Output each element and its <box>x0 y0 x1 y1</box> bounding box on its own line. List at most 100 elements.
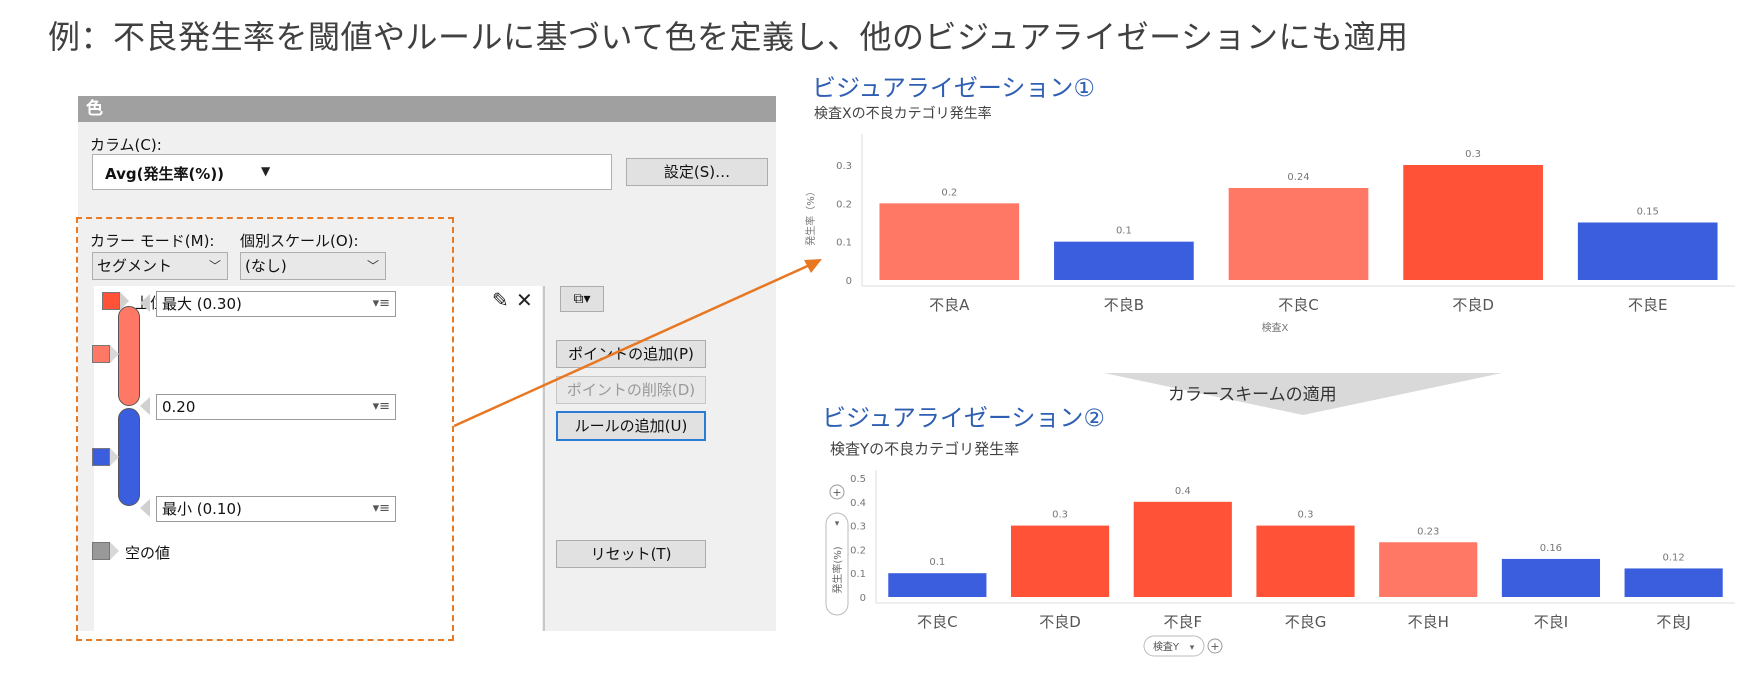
x-axis-label: 検査Y <box>1153 640 1180 653</box>
max-value-field[interactable]: 最大 (0.30) ▾≡ <box>156 291 396 317</box>
x-tick-label: 不良I <box>1534 613 1568 631</box>
empty-value-label: 空の値 <box>125 544 171 562</box>
x-tick-label: 不良A <box>929 296 970 314</box>
plus-icon[interactable] <box>1207 638 1223 654</box>
x-tick-label: 不良C <box>917 613 957 631</box>
list-menu-icon[interactable]: ▾≡ <box>372 399 390 414</box>
mid-value-field[interactable]: 0.20 ▾≡ <box>156 394 396 420</box>
add-rule-button[interactable]: ルールの追加(U) <box>556 411 706 441</box>
bar[interactable] <box>1501 558 1601 597</box>
close-icon[interactable]: ✕ <box>516 288 533 312</box>
y-axis-selector[interactable] <box>825 512 849 616</box>
page-headline: 例：不良発生率を閾値やルールに基づいて色を定義し、他のビジュアライゼーションにも… <box>48 18 1409 56</box>
bar[interactable] <box>1133 501 1232 597</box>
y-tick-label: 0.3 <box>850 522 866 533</box>
swatch-arrow <box>110 345 119 363</box>
scale-value: (なし) <box>245 257 287 275</box>
x-tick-label: 不良E <box>1628 296 1667 314</box>
max-pointer[interactable] <box>140 294 150 312</box>
x-tick-label: 不良G <box>1285 613 1327 631</box>
bar[interactable] <box>1256 525 1355 597</box>
chart1-title: ビジュアライゼーション① <box>812 74 1095 102</box>
y-axis-label: 発生率(%) <box>831 546 844 593</box>
bar[interactable] <box>888 573 987 597</box>
x-tick-label: 不良B <box>1104 296 1144 314</box>
y-tick-label: 0.4 <box>850 498 866 509</box>
chevron-down-icon: ﹀ <box>366 259 379 273</box>
scheme-label: カラースキームの適用 <box>1168 385 1337 405</box>
highlight-frame <box>76 217 454 641</box>
bar[interactable] <box>1379 542 1478 597</box>
mid-pointer[interactable] <box>140 397 150 415</box>
bar[interactable] <box>1577 222 1718 281</box>
chart2: 0 0.1 0.2 0.3 0.4 0.5 0.1 不良C 0.3 不良D 0.4 不良F 0.3 不良G… <box>825 470 1735 657</box>
bar[interactable] <box>1010 525 1110 597</box>
add-point-button[interactable]: ポイントの追加(P) <box>556 340 706 368</box>
min-value-field[interactable]: 最小 (0.10) ▾≡ <box>156 496 396 522</box>
data-label: 0.24 <box>1287 172 1309 183</box>
data-label: 0.4 <box>1175 486 1191 497</box>
scale-label: 個別スケール(O): <box>240 232 359 250</box>
color-mode-label: カラー モード(M): <box>90 232 215 250</box>
divider <box>543 286 545 631</box>
max-label: 最大 (0.30) <box>162 295 242 313</box>
y-tick-label: 0.2 <box>850 545 866 556</box>
bar[interactable] <box>1228 188 1369 280</box>
empty-color-swatch[interactable] <box>92 542 110 560</box>
low-color-swatch[interactable] <box>92 448 110 466</box>
chevron-down-icon[interactable]: ▾ <box>835 519 840 529</box>
chevron-down-icon[interactable]: ▾ <box>1190 643 1195 653</box>
mid-color-swatch[interactable] <box>92 345 110 363</box>
scheme-banner <box>1104 373 1502 415</box>
bar[interactable] <box>1624 568 1723 597</box>
panel-title: 色 <box>78 96 776 122</box>
x-axis-selector[interactable] <box>1143 635 1205 657</box>
bar[interactable] <box>879 203 1020 280</box>
swatch-arrow <box>110 448 119 466</box>
delete-point-button[interactable]: ポイントの削除(D) <box>556 376 706 404</box>
x-axis-label: 検査X <box>1262 321 1289 334</box>
chevron-down-icon[interactable]: ▼ <box>261 164 271 178</box>
data-label: 0.2 <box>941 187 957 198</box>
copy-icon[interactable]: ⧉▾ <box>560 286 604 312</box>
high-color-swatch[interactable] <box>102 292 120 310</box>
list-menu-icon[interactable]: ▾≡ <box>372 296 390 311</box>
data-label: 0.15 <box>1637 207 1659 218</box>
pencil-icon[interactable]: ✎ <box>492 288 509 312</box>
chart1: 0 0.1 0.2 0.3 0.2 不良A 0.1 不良B 0.24 不良C 0.3 不良D 0.15 不… <box>804 134 1735 334</box>
chart1-subtitle: 検査Xの不良カテゴリ発生率 <box>814 106 992 122</box>
settings-button[interactable]: 設定(S)… <box>626 158 768 186</box>
chart2-subtitle: 検査Yの不良カテゴリ発生率 <box>830 440 1020 458</box>
chevron-down-icon: ﹀ <box>208 259 221 273</box>
y-axis-label: 発生率（%） <box>804 186 817 246</box>
min-label: 最小 (0.10) <box>162 500 242 518</box>
bar[interactable] <box>1054 241 1194 280</box>
y-tick-label: 0.3 <box>836 161 852 172</box>
plus-icon-glyph: + <box>1210 640 1219 653</box>
swatch-arrow <box>110 542 119 560</box>
y-tick-label: 0.1 <box>850 569 866 580</box>
color-mode-select[interactable]: セグメント ﹀ <box>92 252 228 280</box>
color-settings-panel: 色 カラム(C): Avg(発生率(%)) ▼ 設定(S)… カラー モード(M… <box>78 96 776 631</box>
column-value: Avg(発生率(%)) <box>105 165 225 183</box>
chart2-title: ビジュアライゼーション② <box>822 404 1105 432</box>
column-input[interactable]: Avg(発生率(%)) ▼ <box>92 154 612 190</box>
x-tick-label: 不良D <box>1039 613 1081 631</box>
data-label: 0.1 <box>1116 226 1132 237</box>
plus-icon-glyph: + <box>832 486 841 499</box>
reset-button[interactable]: リセット(T) <box>556 540 706 568</box>
x-tick-label: 不良F <box>1163 613 1202 631</box>
x-tick-label: 不良D <box>1452 296 1494 314</box>
swatch-arrow <box>120 292 129 310</box>
y-tick-label: 0.2 <box>836 199 852 210</box>
x-tick-label: 不良J <box>1656 613 1690 631</box>
x-tick-label: 不良C <box>1278 296 1318 314</box>
bar[interactable] <box>1403 165 1543 280</box>
x-tick-label: 不良H <box>1408 613 1449 631</box>
scale-select[interactable]: (なし) ﹀ <box>240 252 386 280</box>
list-menu-icon[interactable]: ▾≡ <box>372 501 390 516</box>
min-pointer[interactable] <box>140 499 150 517</box>
plus-icon[interactable] <box>829 484 845 500</box>
y-tick-label: 0.1 <box>836 238 852 249</box>
data-label: 0.3 <box>1298 510 1314 521</box>
